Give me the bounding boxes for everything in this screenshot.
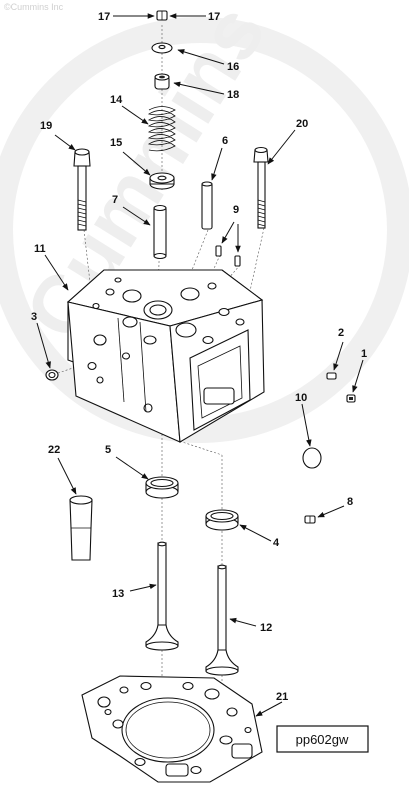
cylinder-head-part-11 <box>66 269 265 443</box>
valve-seat-insert-part-5 <box>145 476 179 499</box>
spring-retainer-part-16 <box>151 42 173 54</box>
callout-14: 14 <box>110 94 123 106</box>
injector-sleeve-part-22 <box>69 495 93 561</box>
valve-spring-part-14 <box>147 106 176 152</box>
callout-21: 21 <box>276 691 288 703</box>
callout-13: 13 <box>112 588 124 600</box>
cap-screw-part-19 <box>73 148 91 231</box>
plug-part-1 <box>346 394 356 403</box>
callout-3: 3 <box>31 311 37 323</box>
callout-4: 4 <box>273 537 280 549</box>
watermark-copyright: ©Cummins Inc <box>4 2 64 12</box>
callout-numbers: 17 17 16 18 14 15 19 20 6 7 9 11 3 2 1 1… <box>31 11 367 703</box>
callout-7: 7 <box>112 194 118 206</box>
valve-guide-part-7 <box>153 204 167 260</box>
figure-id: pp602gw <box>296 732 349 747</box>
callout-17-left: 17 <box>98 11 110 23</box>
dowel-pins-part-9 <box>215 245 241 267</box>
valve-part-12 <box>205 564 239 676</box>
callout-9: 9 <box>233 204 239 216</box>
callout-20: 20 <box>296 118 308 130</box>
callout-6: 6 <box>222 135 228 147</box>
plug-part-2 <box>326 372 337 380</box>
plug-part-3 <box>45 369 59 381</box>
callout-12: 12 <box>260 622 272 634</box>
spring-seat-part-15 <box>149 172 175 190</box>
callout-22: 22 <box>48 444 60 456</box>
callout-10: 10 <box>295 392 307 404</box>
o-ring-part-10 <box>302 447 322 469</box>
callout-5: 5 <box>105 444 111 456</box>
callout-8: 8 <box>347 496 353 508</box>
callout-17-right: 17 <box>208 11 220 23</box>
valve-seat-insert-part-4 <box>205 509 239 531</box>
callout-16: 16 <box>227 61 239 73</box>
callout-18: 18 <box>227 89 239 101</box>
valve-stem-seal-part-18 <box>154 73 170 90</box>
callout-1: 1 <box>361 348 367 360</box>
head-gasket-part-21 <box>81 675 263 783</box>
callout-19: 19 <box>40 120 52 132</box>
callout-11: 11 <box>34 243 46 255</box>
valve-part-13 <box>145 541 179 651</box>
figure-id-box: pp602gw <box>276 725 369 753</box>
callout-2: 2 <box>338 327 344 339</box>
plug-part-8 <box>304 515 316 524</box>
callout-leaders <box>36 13 364 717</box>
callout-15: 15 <box>110 137 122 149</box>
valve-guide-part-6 <box>201 181 213 230</box>
cap-screw-part-20 <box>253 146 269 229</box>
valve-collet-part-17 <box>156 10 168 21</box>
